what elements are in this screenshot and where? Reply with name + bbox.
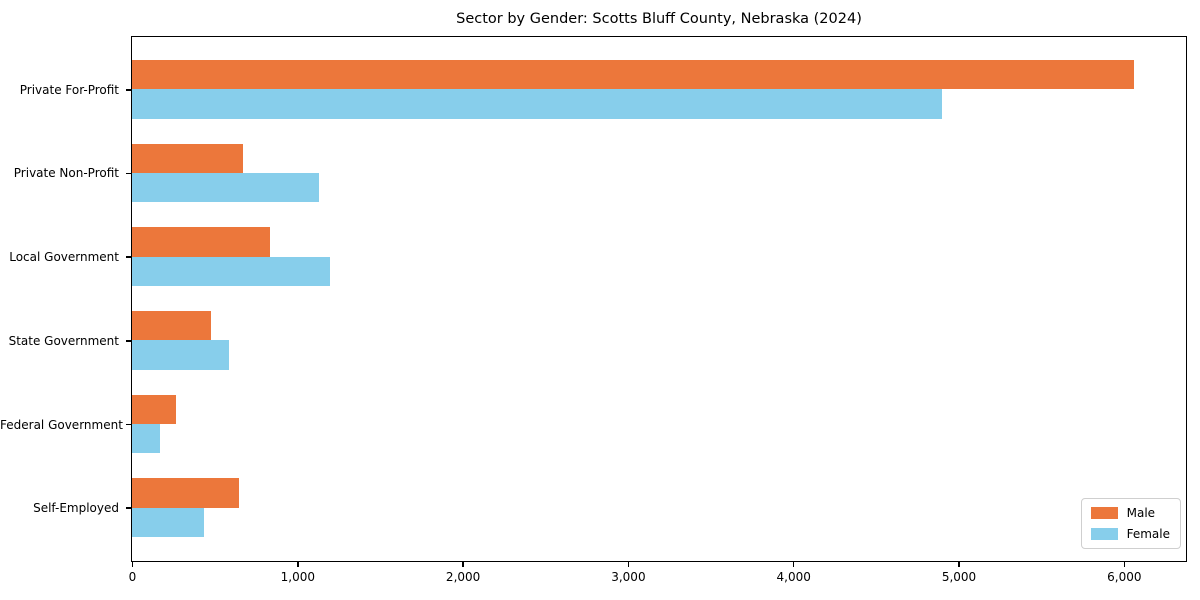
bar-male-federal-government [132,394,176,424]
bar-male-private-non-profit [132,143,243,173]
y-tick-mark [126,507,131,509]
ytick-label-private-for-profit: Private For-Profit [19,82,119,97]
bar-female-private-non-profit [132,172,319,203]
bar-male-self-employed [132,478,239,508]
x-tick-mark [1123,562,1126,567]
x-tick-mark [958,562,960,567]
legend-item-male: Male [1090,506,1170,520]
y-tick-mark [126,172,131,175]
bar-female-local-government [132,256,331,286]
xtick-label-6-000: 6,000 [1107,570,1142,584]
y-tick-mark [126,423,131,426]
y-tick-mark [126,256,131,258]
bar-female-state-government [132,340,229,370]
female-swatch-icon [1090,528,1118,540]
xtick-label-4-000: 4,000 [776,570,811,584]
y-tick-mark [126,340,131,342]
chart-title: Sector by Gender: Scotts Bluff County, N… [456,11,862,27]
bar-male-local-government [132,227,271,257]
ytick-label-state-government: State Government [8,333,119,348]
legend: Male Female [1080,498,1181,549]
xtick-label-1-000: 1,000 [280,570,315,584]
bar-female-federal-government [132,424,161,454]
xtick-label-0: 0 [128,570,137,584]
xtick-label-3-000: 3,000 [611,570,646,584]
x-tick-mark [627,562,630,567]
ytick-label-local-government: Local Government [9,250,119,265]
ytick-label-federal-government: Federal Government [0,417,123,432]
x-tick-mark [462,562,464,567]
xtick-label-2-000: 2,000 [445,570,481,584]
x-tick-mark [131,562,134,567]
bar-female-private-for-profit [132,89,942,119]
male-swatch-icon [1090,507,1118,519]
x-tick-mark [297,562,299,567]
bar-male-state-government [132,311,212,341]
xtick-label-5-000: 5,000 [941,570,977,584]
legend-label-male: Male [1126,506,1156,520]
y-axis: Private For-Profit Private Non-Profit Loca… [0,36,131,562]
bar-male-private-for-profit [132,60,1134,90]
x-axis: 0 1,000 2,000 3,000 4,000 5,000 6,000 [128,562,1187,592]
y-tick-mark [126,89,131,91]
legend-label-female: Female [1126,527,1170,541]
plot-area: Male Female [131,36,1187,562]
ytick-label-private-non-profit: Private Non-Profit [13,166,119,181]
legend-item-female: Female [1090,527,1170,541]
x-tick-mark [792,562,795,567]
ytick-label-self-employed: Self-Employed [33,501,119,516]
bar-female-self-employed [132,507,204,537]
